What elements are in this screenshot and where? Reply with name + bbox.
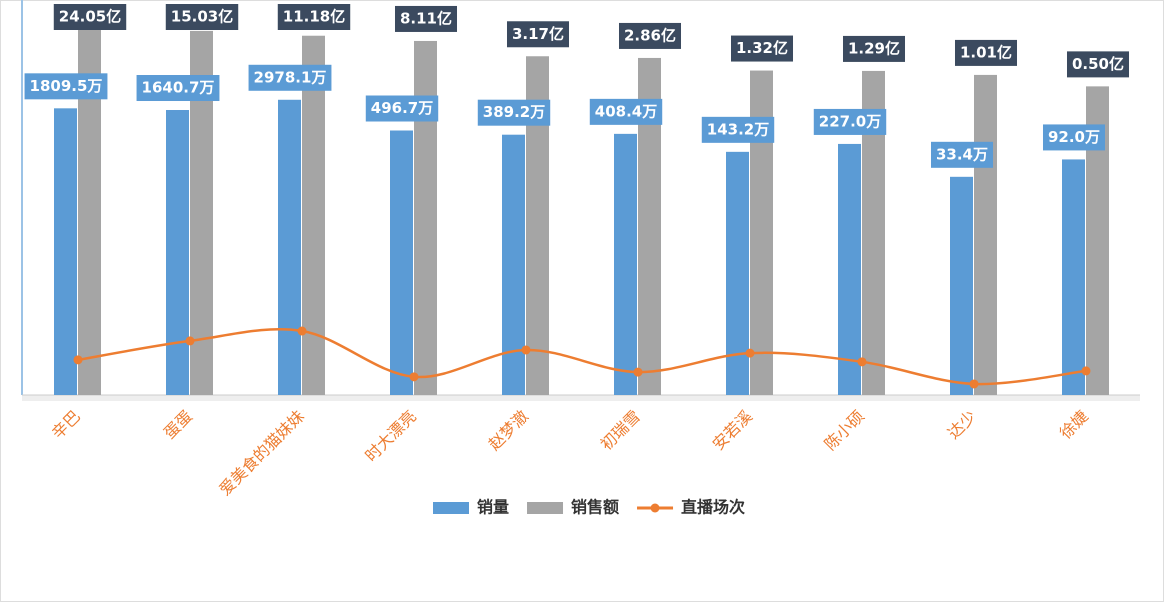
value-label-box [954, 39, 1018, 66]
value-label-text: 227.0万 [819, 112, 881, 130]
bar [526, 56, 549, 396]
bar [862, 70, 885, 395]
value-label-box [506, 21, 570, 48]
bar [838, 143, 861, 395]
value-label-box [394, 5, 458, 32]
value-label: 143.2万 [701, 116, 775, 143]
legend-swatch-dot [650, 503, 660, 513]
value-label-text: 3.17亿 [512, 25, 564, 43]
bar [750, 70, 773, 396]
bar [1062, 159, 1085, 395]
value-label-box [730, 35, 794, 62]
line-point [73, 355, 83, 365]
value-label-box [365, 95, 439, 122]
value-label-text: 0.50亿 [1072, 55, 1124, 73]
value-label-text: 24.05亿 [59, 8, 121, 26]
value-label-text: 15.03亿 [171, 8, 233, 26]
value-label-text: 1640.7万 [142, 79, 215, 97]
value-label-text: 496.7万 [371, 99, 433, 117]
value-label-box [24, 73, 108, 100]
value-label: 2.86亿 [618, 22, 682, 49]
value-label-text: 2978.1万 [254, 68, 327, 86]
bar [1086, 86, 1109, 395]
value-label-text: 8.11亿 [400, 9, 452, 27]
value-label-box [277, 4, 351, 30]
value-label-text: 143.2万 [707, 120, 769, 138]
value-label-text: 1.32亿 [736, 39, 788, 57]
value-label-text: 389.2万 [483, 103, 545, 121]
value-label-box [701, 116, 775, 143]
bar [974, 74, 997, 396]
value-label: 1640.7万 [136, 75, 220, 102]
value-label-box [136, 75, 220, 102]
value-label-box [930, 141, 994, 168]
legend-swatch [433, 502, 469, 514]
line-point [409, 372, 419, 382]
value-label-box [1042, 124, 1106, 151]
bar [950, 176, 973, 395]
line-point [969, 379, 979, 389]
value-label: 33.4万 [930, 141, 994, 168]
value-label: 1.01亿 [954, 39, 1018, 66]
bar [638, 57, 661, 395]
value-label: 3.17亿 [506, 21, 570, 48]
value-label: 2978.1万 [248, 64, 332, 91]
line-point [185, 336, 195, 346]
bar [302, 35, 325, 396]
value-label: 15.03亿 [165, 4, 239, 30]
value-label-text: 1809.5万 [30, 77, 103, 95]
value-label: 227.0万 [813, 108, 887, 135]
line-point [1081, 366, 1091, 376]
value-label: 24.05亿 [53, 4, 127, 30]
bar [390, 130, 413, 396]
value-label: 496.7万 [365, 95, 439, 122]
value-label-text: 1.29亿 [848, 39, 900, 57]
bar [414, 40, 437, 396]
bar [614, 133, 637, 395]
bar [54, 108, 77, 395]
bar [726, 151, 749, 395]
value-label: 11.18亿 [277, 4, 351, 30]
baseline-shadow [22, 395, 1140, 401]
value-label: 408.4万 [589, 98, 663, 125]
value-label-text: 2.86亿 [624, 26, 676, 44]
legend-label: 销售额 [571, 498, 619, 517]
line-point [297, 326, 307, 336]
legend-label: 直播场次 [681, 498, 745, 517]
bar [278, 99, 301, 396]
value-label-text: 11.18亿 [283, 8, 345, 26]
bar [190, 30, 213, 395]
line-point [745, 348, 755, 358]
bar [502, 134, 525, 395]
value-label-box [842, 35, 906, 62]
value-label: 389.2万 [477, 99, 551, 126]
legend-swatch [527, 502, 564, 514]
line-point [521, 345, 531, 355]
value-label-text: 33.4万 [936, 145, 988, 163]
line-point [633, 367, 643, 377]
bar [78, 23, 101, 396]
value-label-box [589, 98, 663, 125]
value-label-box [165, 4, 239, 30]
line-point [857, 357, 867, 367]
value-label-box [618, 22, 682, 49]
value-label-box [53, 4, 127, 30]
value-label: 8.11亿 [394, 5, 458, 32]
value-label-text: 1.01亿 [960, 43, 1012, 61]
value-label-box [813, 108, 887, 135]
line [77, 328, 1087, 386]
value-label: 0.50亿 [1066, 51, 1130, 78]
value-label-box [1066, 51, 1130, 78]
value-label: 92.0万 [1042, 124, 1106, 151]
value-label-text: 408.4万 [595, 102, 657, 120]
value-label: 1.32亿 [730, 35, 794, 62]
bar [166, 110, 189, 395]
legend-label: 销量 [477, 498, 509, 517]
value-label-box [477, 99, 551, 126]
value-label: 1.29亿 [842, 35, 906, 62]
value-label-box [248, 64, 332, 91]
value-label-text: 92.0万 [1048, 128, 1100, 146]
value-label: 1809.5万 [24, 73, 108, 100]
